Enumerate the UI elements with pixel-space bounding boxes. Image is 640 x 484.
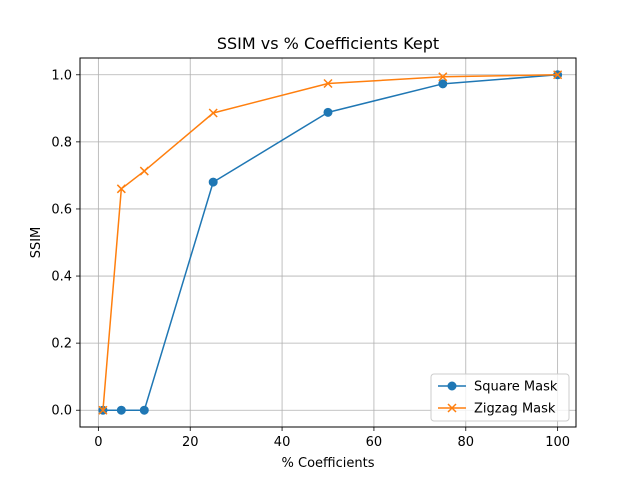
legend: Square Mask Zigzag Mask	[430, 373, 570, 422]
legend-marker	[447, 403, 457, 413]
data-point	[208, 108, 218, 118]
series-1	[98, 70, 563, 415]
data-point	[139, 405, 149, 415]
legend-label: Zigzag Mask	[474, 402, 556, 417]
data-point	[323, 107, 333, 117]
plot-frame	[79, 57, 577, 428]
data-point	[438, 72, 448, 82]
y-axis-label: SSIM	[29, 227, 44, 259]
x-tick-label: 40	[274, 435, 291, 450]
x-tick-label: 0	[94, 435, 102, 450]
y-tick-label: 0.8	[51, 135, 72, 150]
axis-ticks: 0 20 40 60 80 100 0.0 0.2 0.4 0.6 0.8 1.0	[51, 68, 570, 450]
y-tick-label: 1.0	[51, 68, 72, 83]
data-point	[98, 405, 108, 415]
data-point	[438, 79, 448, 89]
x-tick-label: 100	[545, 435, 570, 450]
data-point	[208, 177, 218, 187]
legend-label: Square Mask	[474, 380, 558, 395]
y-tick-label: 0.2	[51, 337, 72, 352]
data-point	[553, 70, 563, 80]
data-point	[139, 166, 149, 176]
data-point	[116, 184, 126, 194]
grid	[80, 58, 576, 427]
y-tick-label: 0.6	[51, 202, 72, 217]
data-point	[116, 405, 126, 415]
x-tick-label: 60	[366, 435, 383, 450]
chart-title: SSIM vs % Coefficients Kept	[217, 34, 439, 53]
x-axis-label: % Coefficients	[282, 456, 375, 471]
series-layer	[98, 70, 563, 415]
y-tick-label: 0.0	[51, 404, 72, 419]
legend-marker	[447, 381, 457, 391]
x-tick-label: 80	[458, 435, 475, 450]
data-point	[323, 78, 333, 89]
y-tick-label: 0.4	[51, 270, 72, 285]
x-tick-label: 20	[182, 435, 199, 450]
